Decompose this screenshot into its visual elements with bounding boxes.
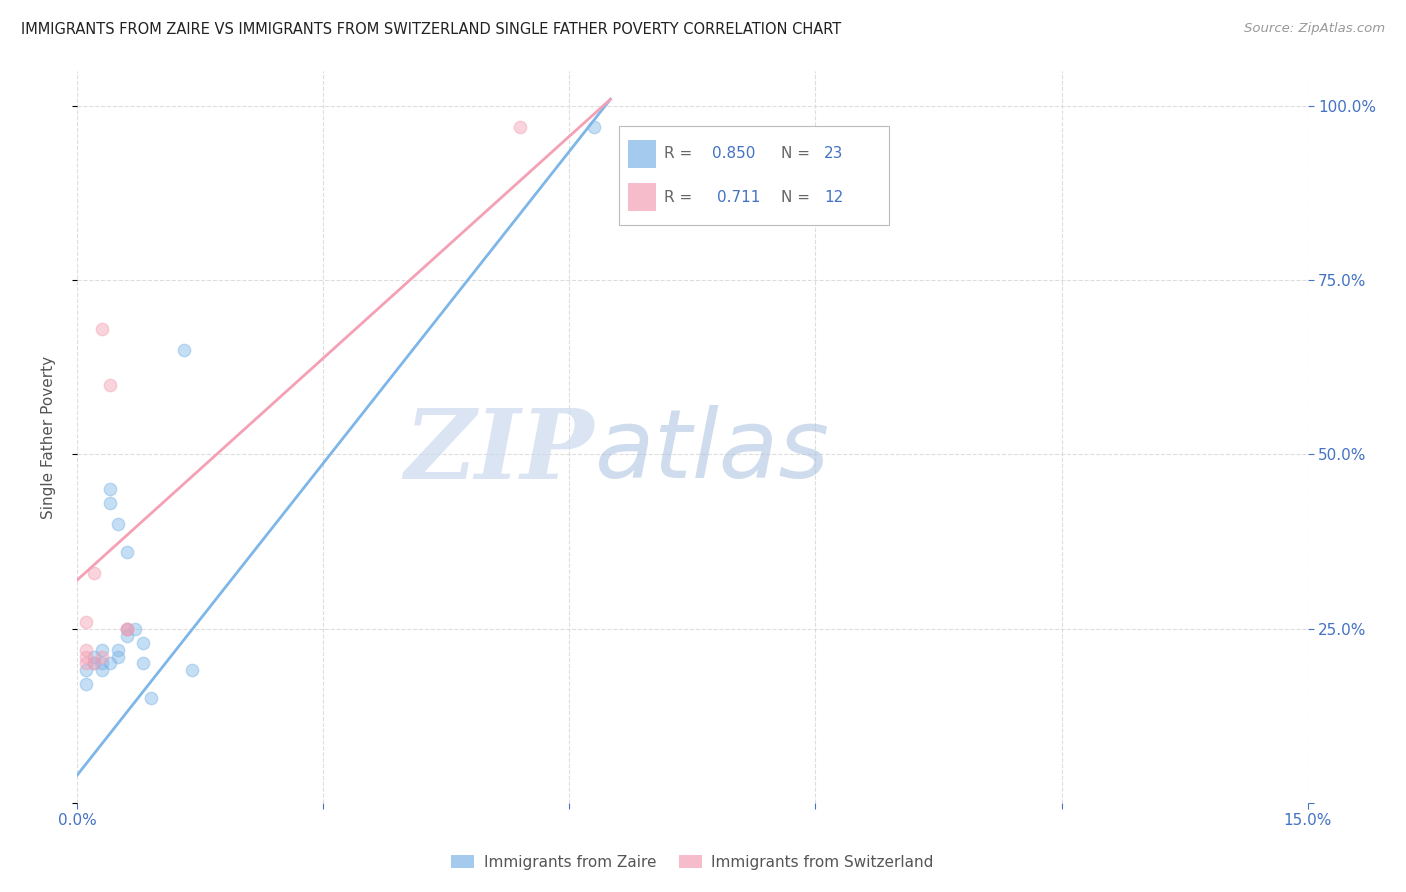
Point xyxy=(90,322,114,336)
Point xyxy=(132,657,155,671)
Point xyxy=(90,642,114,657)
Point xyxy=(90,664,114,678)
Point xyxy=(98,483,121,497)
Point xyxy=(83,657,105,671)
Point xyxy=(107,642,129,657)
Text: 0.850: 0.850 xyxy=(713,146,755,161)
Text: R =: R = xyxy=(664,146,697,161)
Point xyxy=(115,545,138,559)
Point xyxy=(83,657,105,671)
Point xyxy=(107,517,129,532)
Point xyxy=(83,566,105,580)
Point xyxy=(583,120,606,134)
Point xyxy=(132,635,155,649)
Text: N =: N = xyxy=(782,190,815,205)
Point xyxy=(124,622,146,636)
Point xyxy=(75,642,97,657)
Point xyxy=(181,664,204,678)
Point xyxy=(107,649,129,664)
Point xyxy=(141,691,163,706)
Text: IMMIGRANTS FROM ZAIRE VS IMMIGRANTS FROM SWITZERLAND SINGLE FATHER POVERTY CORRE: IMMIGRANTS FROM ZAIRE VS IMMIGRANTS FROM… xyxy=(21,22,841,37)
Text: 12: 12 xyxy=(824,190,844,205)
FancyBboxPatch shape xyxy=(619,126,890,225)
Point xyxy=(509,120,531,134)
Point xyxy=(75,677,97,691)
Text: Source: ZipAtlas.com: Source: ZipAtlas.com xyxy=(1244,22,1385,36)
FancyBboxPatch shape xyxy=(628,184,655,211)
Point xyxy=(115,622,138,636)
Y-axis label: Single Father Poverty: Single Father Poverty xyxy=(42,356,56,518)
Point xyxy=(98,657,121,671)
Point xyxy=(98,377,121,392)
Point xyxy=(90,649,114,664)
Legend: Immigrants from Zaire, Immigrants from Switzerland: Immigrants from Zaire, Immigrants from S… xyxy=(446,848,939,876)
Text: 23: 23 xyxy=(824,146,844,161)
Point xyxy=(75,615,97,629)
Point xyxy=(75,657,97,671)
Text: N =: N = xyxy=(782,146,815,161)
Point xyxy=(115,622,138,636)
Point xyxy=(115,629,138,643)
FancyBboxPatch shape xyxy=(628,140,655,168)
Text: atlas: atlas xyxy=(595,405,830,499)
Text: R =: R = xyxy=(664,190,702,205)
Point xyxy=(75,664,97,678)
Point xyxy=(115,622,138,636)
Text: 0.711: 0.711 xyxy=(717,190,761,205)
Point xyxy=(98,496,121,510)
Point xyxy=(173,343,195,357)
Point xyxy=(83,649,105,664)
Point xyxy=(90,657,114,671)
Point xyxy=(75,649,97,664)
Text: ZIP: ZIP xyxy=(405,405,595,499)
